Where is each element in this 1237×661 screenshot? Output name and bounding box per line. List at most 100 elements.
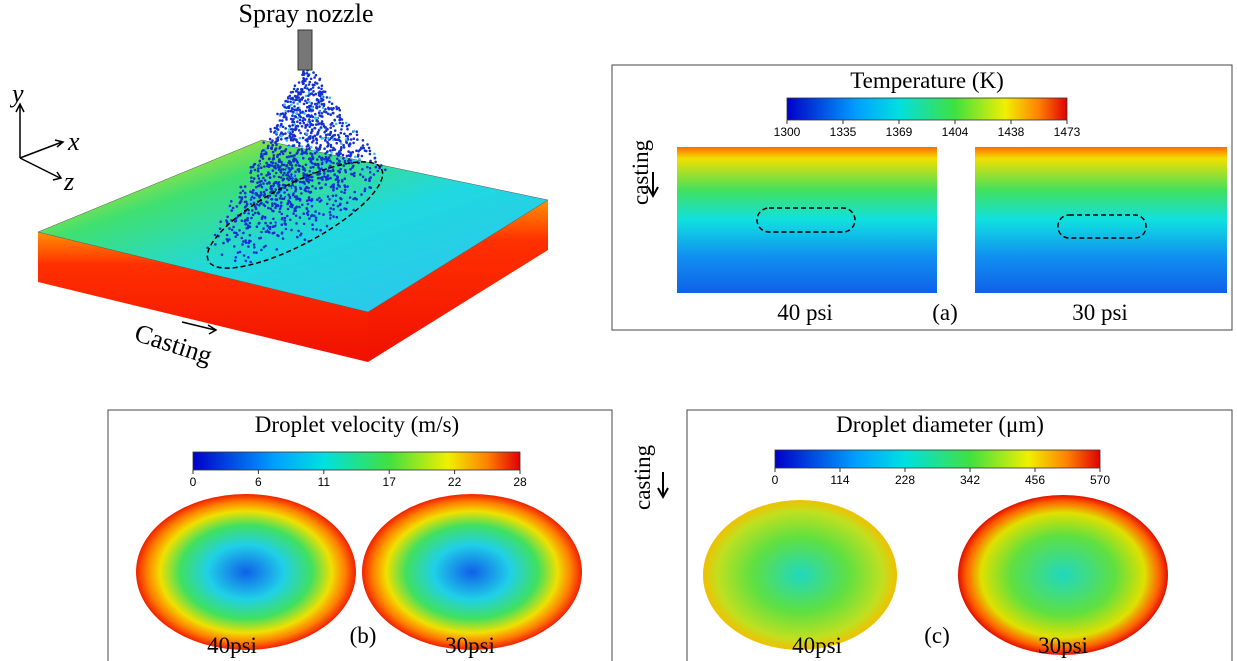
colorbar-tick-label: 1404 [942, 125, 969, 139]
droplet [298, 100, 302, 103]
droplet [329, 217, 332, 220]
droplet [343, 177, 347, 180]
droplet [305, 178, 308, 181]
droplet [297, 170, 301, 173]
droplet [306, 129, 310, 132]
droplet [344, 168, 347, 172]
droplet [278, 152, 282, 156]
droplet [302, 172, 305, 175]
droplet [329, 145, 333, 149]
temp-40 [677, 147, 937, 293]
droplet [322, 124, 326, 128]
droplet [295, 95, 299, 98]
droplet [311, 155, 314, 158]
droplet [278, 165, 282, 168]
droplet [313, 152, 317, 155]
droplet [271, 202, 274, 205]
droplet [312, 93, 315, 97]
droplet [252, 194, 256, 197]
droplet [302, 181, 306, 184]
droplet [260, 166, 263, 169]
droplet [321, 98, 325, 102]
droplet [321, 178, 324, 181]
droplet [286, 96, 290, 99]
droplet [314, 102, 317, 106]
label-40: 40psi [207, 633, 257, 658]
droplet [294, 187, 298, 191]
droplet [267, 172, 271, 176]
droplet [344, 121, 348, 125]
droplet [336, 162, 339, 165]
droplet [307, 190, 310, 193]
droplet [317, 182, 321, 185]
droplet [334, 199, 338, 203]
droplet [236, 223, 239, 226]
colorbar-tick-label: 1335 [830, 125, 857, 139]
droplet [298, 216, 302, 219]
droplet [324, 138, 327, 142]
droplet [282, 188, 285, 192]
droplet [369, 159, 372, 163]
droplet [308, 108, 311, 111]
droplet [300, 125, 304, 128]
droplet [294, 206, 298, 210]
colorbar-title: Temperature (K) [850, 68, 1004, 93]
droplet [340, 180, 344, 183]
droplet [271, 139, 274, 142]
droplet [331, 168, 335, 171]
droplet [283, 191, 286, 194]
droplet [254, 206, 258, 209]
droplet [281, 119, 284, 122]
droplet [351, 166, 354, 169]
droplet [276, 153, 280, 157]
droplet [306, 210, 310, 213]
label-30: 30psi [1038, 633, 1088, 658]
droplet [305, 138, 309, 141]
droplet [342, 146, 346, 149]
droplet [304, 109, 308, 113]
droplet [290, 205, 294, 209]
droplet [257, 212, 261, 215]
panel-b [107, 409, 613, 661]
droplet [287, 193, 291, 197]
droplet [290, 103, 293, 107]
droplet [263, 165, 266, 168]
temp-30 [975, 147, 1227, 293]
colorbar-tick-label: 1369 [886, 125, 913, 139]
droplet [320, 186, 323, 189]
droplet [290, 228, 293, 232]
droplet [315, 141, 319, 145]
droplet [271, 158, 275, 161]
label-40: 40 psi [777, 300, 833, 325]
droplet [271, 161, 275, 164]
droplet [284, 137, 287, 140]
droplet [373, 156, 377, 160]
droplet [292, 110, 295, 114]
droplet [308, 178, 312, 182]
droplet [276, 139, 279, 143]
droplet [285, 188, 289, 192]
droplet [320, 121, 324, 125]
droplet [238, 250, 242, 254]
droplet [349, 155, 352, 158]
droplet [255, 203, 259, 206]
droplet [368, 179, 371, 182]
droplet [278, 147, 282, 150]
diameter-40 [703, 500, 897, 650]
droplet [333, 119, 337, 122]
droplet [251, 180, 255, 183]
colorbar-tick-label: 342 [960, 473, 980, 487]
droplet [278, 210, 281, 214]
droplet [262, 176, 265, 180]
droplet [329, 176, 332, 180]
droplet [271, 232, 275, 235]
droplet [258, 221, 261, 225]
droplet [322, 213, 325, 216]
droplet [241, 189, 245, 193]
droplet [269, 130, 273, 133]
droplet [317, 163, 320, 166]
droplet [361, 144, 365, 147]
droplet [320, 137, 324, 140]
droplet [236, 233, 239, 237]
